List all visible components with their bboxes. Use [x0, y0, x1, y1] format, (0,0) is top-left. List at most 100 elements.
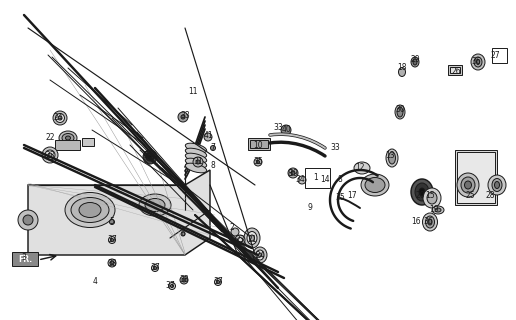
Circle shape: [231, 228, 239, 236]
Text: 37: 37: [165, 282, 175, 291]
Text: 32: 32: [143, 150, 153, 159]
Text: 30: 30: [395, 106, 405, 115]
Ellipse shape: [53, 111, 67, 125]
Ellipse shape: [185, 148, 207, 158]
Ellipse shape: [62, 133, 74, 142]
Circle shape: [196, 160, 200, 164]
Text: 5: 5: [109, 218, 115, 227]
Circle shape: [181, 115, 185, 119]
Ellipse shape: [71, 197, 109, 222]
Text: 38: 38: [179, 276, 189, 284]
Text: 31: 31: [193, 157, 203, 166]
Text: 1: 1: [314, 173, 318, 182]
Text: 3: 3: [22, 253, 26, 262]
Bar: [55, 140, 80, 150]
Ellipse shape: [476, 60, 479, 65]
Text: 14: 14: [320, 175, 330, 185]
Ellipse shape: [411, 179, 433, 205]
Circle shape: [108, 259, 116, 267]
Text: 37: 37: [107, 236, 117, 244]
Ellipse shape: [354, 162, 370, 174]
Ellipse shape: [428, 219, 432, 225]
Text: 8: 8: [211, 161, 215, 170]
Circle shape: [152, 265, 158, 271]
Circle shape: [193, 157, 203, 167]
Text: 18: 18: [397, 63, 407, 73]
Circle shape: [298, 176, 306, 184]
Text: 37: 37: [213, 277, 223, 286]
Ellipse shape: [149, 156, 152, 158]
Text: 23: 23: [45, 150, 55, 159]
Bar: [455, 150, 497, 205]
Ellipse shape: [474, 57, 482, 67]
Ellipse shape: [66, 136, 71, 140]
Circle shape: [178, 112, 188, 122]
Text: 2: 2: [230, 223, 234, 233]
Ellipse shape: [435, 208, 441, 212]
Circle shape: [170, 284, 173, 287]
Ellipse shape: [185, 163, 207, 173]
Circle shape: [254, 158, 262, 166]
Ellipse shape: [185, 158, 207, 168]
Ellipse shape: [423, 213, 438, 231]
Text: 39: 39: [288, 169, 298, 178]
Ellipse shape: [464, 181, 472, 189]
Ellipse shape: [411, 57, 419, 67]
Bar: [457, 152, 495, 203]
Circle shape: [217, 281, 219, 284]
Ellipse shape: [492, 179, 502, 191]
Text: 35: 35: [253, 157, 263, 166]
Bar: [250, 140, 268, 148]
Text: 20: 20: [415, 190, 425, 199]
Text: 40: 40: [281, 125, 291, 134]
Ellipse shape: [488, 175, 506, 195]
Ellipse shape: [389, 152, 395, 164]
Ellipse shape: [139, 194, 171, 216]
Text: 6: 6: [181, 229, 185, 238]
Text: 12: 12: [355, 164, 365, 172]
Circle shape: [256, 161, 260, 164]
Text: 22: 22: [45, 133, 55, 142]
Ellipse shape: [244, 228, 260, 248]
Ellipse shape: [143, 150, 157, 164]
Ellipse shape: [59, 131, 77, 145]
Text: 21: 21: [247, 236, 257, 244]
Text: 24: 24: [53, 114, 63, 123]
Ellipse shape: [361, 174, 389, 196]
Ellipse shape: [427, 192, 437, 204]
Text: 8: 8: [287, 169, 293, 178]
Ellipse shape: [256, 250, 264, 260]
Bar: [82, 138, 94, 146]
Text: 19: 19: [429, 205, 439, 214]
Circle shape: [18, 210, 38, 230]
Text: 29: 29: [410, 55, 420, 65]
Ellipse shape: [58, 116, 62, 120]
Text: 24: 24: [255, 252, 265, 260]
Ellipse shape: [432, 206, 444, 214]
Text: 26: 26: [451, 68, 461, 76]
Text: 13: 13: [385, 150, 395, 159]
Text: 17: 17: [347, 190, 357, 199]
Circle shape: [281, 125, 291, 135]
Ellipse shape: [65, 193, 115, 228]
Ellipse shape: [386, 149, 398, 167]
Text: 37: 37: [150, 263, 160, 273]
Circle shape: [181, 232, 185, 236]
Text: 36: 36: [471, 58, 481, 67]
Text: 23: 23: [235, 236, 245, 244]
Text: 15: 15: [425, 190, 435, 199]
Ellipse shape: [250, 235, 254, 241]
Ellipse shape: [415, 183, 429, 201]
Circle shape: [180, 276, 188, 284]
Text: 34: 34: [295, 175, 305, 185]
Circle shape: [204, 133, 212, 141]
Bar: [12, 252, 38, 266]
Ellipse shape: [413, 59, 417, 65]
Polygon shape: [28, 170, 210, 255]
Circle shape: [169, 283, 175, 290]
Text: 11: 11: [188, 87, 198, 97]
Bar: [492, 48, 507, 63]
Text: 7: 7: [211, 143, 216, 153]
Ellipse shape: [247, 231, 257, 244]
Circle shape: [153, 267, 156, 269]
